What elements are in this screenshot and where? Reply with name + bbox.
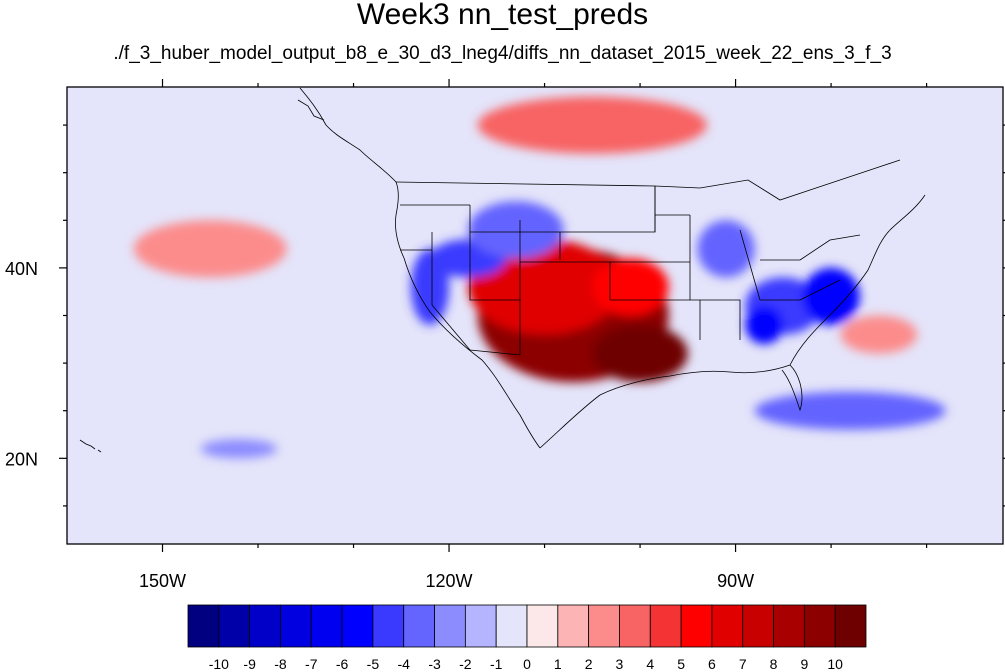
colorbar-swatch	[834, 604, 867, 648]
colorbar-swatch	[619, 604, 651, 648]
field-anomaly	[592, 325, 688, 383]
colorbar-swatch	[372, 604, 405, 648]
colorbar-swatch	[187, 604, 220, 648]
field-anomaly	[592, 258, 669, 316]
field-anomaly	[468, 239, 621, 335]
map-subtitle: ./f_3_huber_model_output_b8_e_30_d3_lneg…	[113, 43, 892, 64]
lon-tick-label: 90W	[717, 571, 754, 591]
colorbar-tick-label: -8	[274, 656, 287, 672]
field-anomaly	[200, 439, 278, 459]
colorbar-labels: -10 -9 -8 -7 -6 -5 -4 -3 -2 -1 0 1 2 3 4 5 6 7 8 9 10	[209, 656, 843, 672]
colorbar-swatch	[680, 604, 713, 648]
colorbar-swatch	[218, 604, 251, 648]
lat-tick-label: 40N	[5, 259, 38, 279]
lon-tick-label: 120W	[426, 571, 473, 591]
colorbar-tick-label: 10	[827, 656, 843, 672]
colorbar-tick-label: -4	[398, 656, 411, 672]
colorbar-swatch	[434, 604, 466, 648]
field-anomaly	[840, 315, 918, 354]
colorbar-tick-label: -2	[459, 656, 472, 672]
colorbar-tick-label: 1	[554, 656, 562, 672]
lon-tick-label: 150W	[139, 571, 186, 591]
colorbar-swatch	[711, 604, 744, 648]
field-anomaly	[468, 201, 564, 259]
map-title: Week3 nn_test_preds	[356, 0, 649, 31]
colorbar-swatch	[464, 604, 497, 648]
colorbar-tick-label: 4	[646, 656, 654, 672]
field-anomaly	[802, 267, 860, 326]
colorbar-swatch	[557, 604, 590, 648]
field-anomaly	[133, 220, 287, 278]
colorbar-tick-label: -3	[428, 656, 441, 672]
colorbar-tick-label: 7	[739, 656, 747, 672]
colorbar-tick-label: 0	[523, 656, 531, 672]
colorbar-tick-label: -1	[490, 656, 503, 672]
colorbar-swatch	[403, 604, 435, 648]
colorbar-swatch	[526, 604, 559, 648]
colorbar-swatch	[742, 604, 774, 648]
field-anomaly	[410, 248, 450, 326]
field-anomaly	[477, 96, 707, 154]
colorbar-tick-label: 9	[800, 656, 808, 672]
colorbar-tick-label: -5	[367, 656, 380, 672]
colorbar-tick-label: -7	[305, 656, 318, 672]
field-features	[133, 96, 946, 459]
colorbar-tick-label: 3	[616, 656, 624, 672]
field-anomaly	[697, 220, 755, 278]
lat-tick-label: 20N	[5, 449, 38, 469]
colorbar-tick-label: 6	[708, 656, 716, 672]
colorbar-tick-label: -9	[243, 656, 256, 672]
colorbar-swatch	[495, 604, 528, 648]
colorbar-swatch	[249, 604, 281, 648]
colorbar-swatch	[803, 604, 836, 648]
colorbar-swatch	[280, 604, 312, 648]
axis-labels: 40N 20N 150W 120W 90W	[5, 259, 754, 591]
colorbar-swatch	[341, 604, 374, 648]
colorbar-tick-label: -6	[336, 656, 349, 672]
colorbar-swatch	[588, 604, 620, 648]
colorbar-tick-label: 5	[677, 656, 685, 672]
colorbar-swatch	[310, 604, 343, 648]
colorbar-tick-label: 8	[770, 656, 778, 672]
colorbar	[187, 604, 867, 648]
colorbar-swatch	[773, 604, 805, 648]
coastlines-and-borders	[79, 87, 926, 453]
field-anomaly	[754, 391, 946, 430]
field-anomaly	[745, 305, 784, 345]
colorbar-swatch	[649, 604, 682, 648]
colorbar-tick-label: -10	[209, 656, 229, 672]
axis-ticks	[59, 79, 1005, 552]
colorbar-tick-label: 2	[585, 656, 593, 672]
